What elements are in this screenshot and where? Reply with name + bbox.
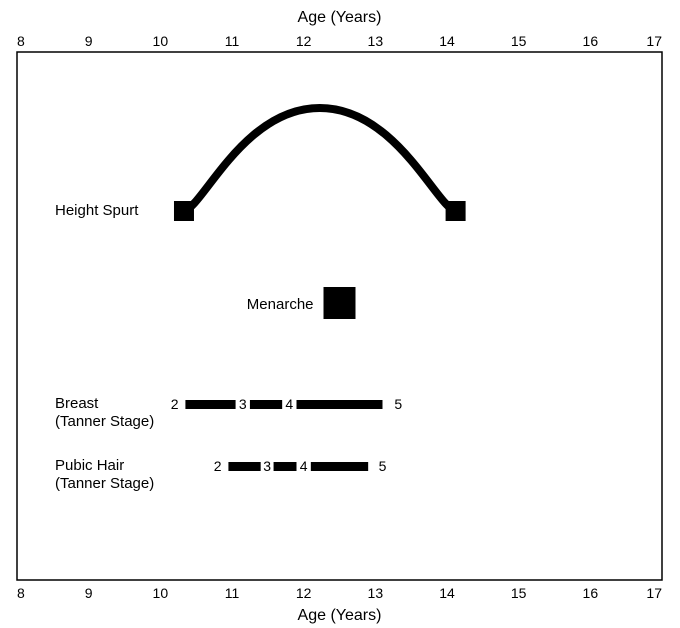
height-spurt-end-marker: [446, 201, 466, 221]
axis-tick-top: 12: [296, 33, 312, 49]
row-sublabel: (Tanner Stage): [55, 475, 154, 492]
axis-tick-top: 10: [153, 33, 169, 49]
axis-tick-bottom: 12: [296, 585, 312, 601]
axis-tick-top: 9: [85, 33, 93, 49]
axis-tick-top: 16: [583, 33, 599, 49]
stage-bar: [250, 400, 282, 409]
row-label: Height Spurt: [55, 202, 139, 219]
axis-tick-bottom: 8: [17, 585, 25, 601]
stage-label: 5: [394, 396, 402, 412]
axis-tick-top: 15: [511, 33, 527, 49]
stage-label: 2: [214, 458, 222, 474]
stage-bar: [311, 462, 368, 471]
height-spurt-start-marker: [174, 201, 194, 221]
axis-tick-bottom: 13: [368, 585, 384, 601]
axis-title-bottom: Age (Years): [298, 607, 382, 624]
stage-label: 4: [300, 458, 308, 474]
axis-tick-top: 8: [17, 33, 25, 49]
axis-tick-bottom: 9: [85, 585, 93, 601]
stage-label: 3: [263, 458, 271, 474]
axis-tick-top: 17: [646, 33, 662, 49]
row-label: Breast: [55, 395, 99, 412]
axis-tick-bottom: 14: [439, 585, 455, 601]
row-sublabel: (Tanner Stage): [55, 413, 154, 430]
stage-label: 2: [171, 396, 179, 412]
axis-tick-top: 13: [368, 33, 384, 49]
row-label: Pubic Hair: [55, 457, 124, 474]
axis-tick-bottom: 17: [646, 585, 662, 601]
stage-bar: [228, 462, 260, 471]
stage-bar: [185, 400, 235, 409]
stage-label: 3: [239, 396, 247, 412]
axis-tick-bottom: 15: [511, 585, 527, 601]
axis-tick-bottom: 10: [153, 585, 169, 601]
axis-tick-top: 14: [439, 33, 455, 49]
menarche-label: Menarche: [247, 296, 314, 313]
stage-bar: [274, 462, 297, 471]
stage-label: 4: [285, 396, 293, 412]
stage-bar: [297, 400, 383, 409]
menarche-marker: [324, 287, 356, 319]
axis-tick-bottom: 11: [225, 585, 240, 601]
axis-tick-bottom: 16: [583, 585, 599, 601]
chart-svg: Age (Years) Age (Years) 8 8 9 9 10 10 11 11 12 12 13…: [0, 0, 680, 628]
axis-tick-top: 11: [225, 33, 240, 49]
stage-label: 5: [379, 458, 387, 474]
tanner-stage-chart: Age (Years) Age (Years) 8 8 9 9 10 10 11 11 12 12 13…: [0, 0, 680, 628]
axis-title-top: Age (Years): [298, 9, 382, 26]
